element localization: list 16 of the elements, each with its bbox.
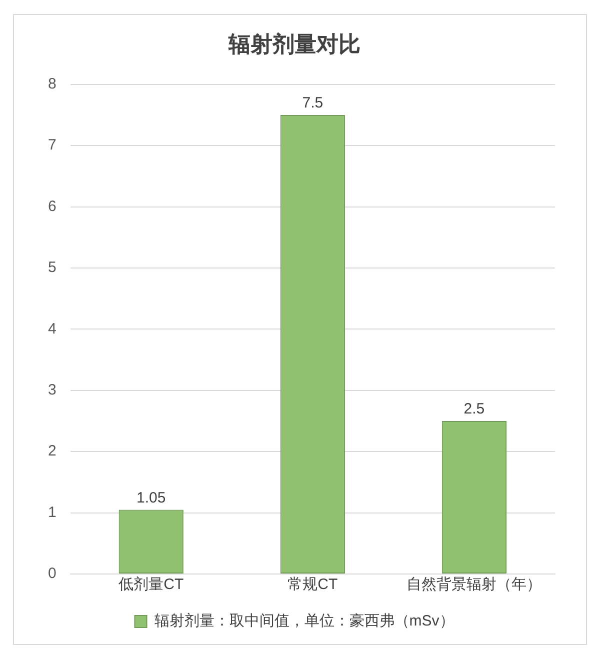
y-tick-label: 2 <box>48 442 56 460</box>
y-tick-label: 1 <box>48 504 56 521</box>
data-label: 2.5 <box>464 400 485 418</box>
x-tick-label: 常规CT <box>288 576 338 594</box>
x-tick-label: 低剂量CT <box>118 576 184 594</box>
chart-title: 辐射剂量对比 <box>228 31 360 56</box>
y-tick-label: 8 <box>48 76 56 93</box>
x-tick-label: 自然背景辐射（年） <box>406 576 542 594</box>
y-tick-label: 5 <box>48 259 56 276</box>
y-tick-label: 3 <box>48 382 56 399</box>
data-label: 7.5 <box>302 94 324 112</box>
data-label: 1.05 <box>136 489 166 506</box>
y-tick-label: 0 <box>48 565 56 582</box>
y-tick-label: 6 <box>48 198 56 215</box>
y-tick-label: 7 <box>48 136 56 154</box>
y-tick-label: 4 <box>48 320 56 338</box>
